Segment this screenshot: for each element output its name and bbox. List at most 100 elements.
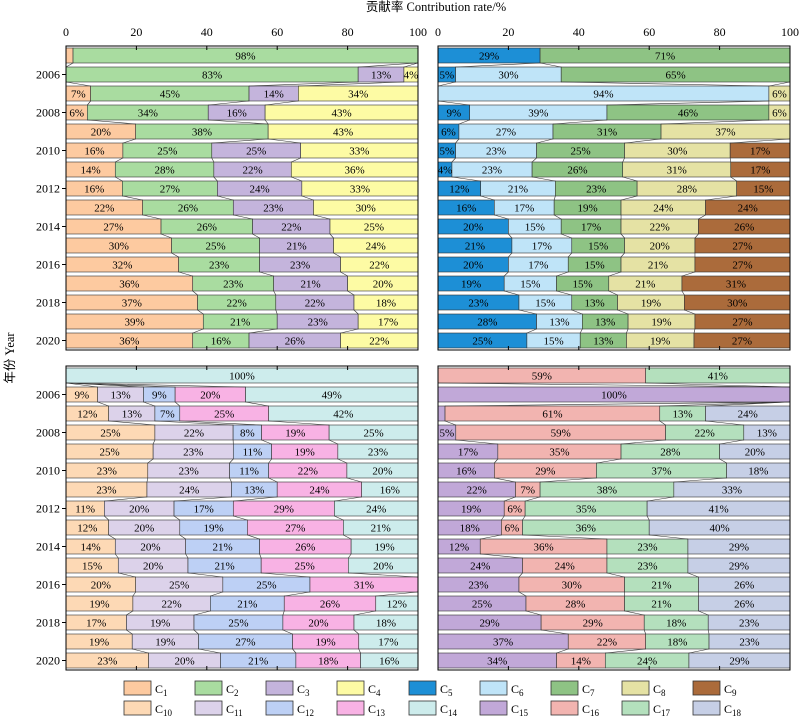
x-tick-label: 100 (409, 25, 427, 39)
legend-swatch-c6 (479, 680, 508, 696)
value-label-c4-2009: 43% (333, 127, 353, 139)
value-label-c11-2009: 23% (183, 447, 203, 459)
connector-line (259, 271, 274, 277)
value-label-c4-2015: 24% (366, 241, 386, 253)
x-tick-label: 20 (130, 25, 142, 39)
value-label-c8-2020: 19% (650, 336, 670, 348)
connector-line (445, 401, 791, 407)
legend-swatch-c7 (550, 680, 579, 696)
connector-line (681, 271, 696, 277)
connector-line (247, 534, 260, 540)
value-label-c12-2009: 11% (243, 447, 263, 459)
connector-line (147, 458, 154, 464)
connector-line (375, 591, 419, 597)
value-label-c7-2005: 71% (655, 51, 675, 63)
value-label-c10-2008: 25% (100, 428, 120, 440)
value-label-c5-2009: 6% (441, 127, 456, 139)
y-tick-label: 2010 (36, 464, 60, 478)
y-axis-title: 年份 Year (3, 332, 17, 384)
value-label-c14-2014: 19% (374, 542, 394, 554)
connector-line (552, 119, 607, 125)
connector-line (621, 439, 666, 445)
connector-line (455, 138, 460, 144)
legend-swatch-c14 (408, 700, 437, 716)
connector-line (698, 610, 709, 616)
value-label-c18-2019: 23% (739, 637, 759, 649)
value-label-c5-2011: 4% (438, 165, 453, 177)
connector-line (526, 328, 537, 334)
connector-line (340, 271, 348, 277)
connector-line (620, 195, 638, 201)
value-label-c18-2018: 23% (739, 618, 759, 630)
x-axis-ticks: 0 20 40 60 80 100 0 20 40 60 80 100 (63, 25, 799, 39)
value-label-c3-2020: 26% (285, 336, 305, 348)
value-label-c9-2014: 26% (734, 222, 754, 234)
connector-line (353, 629, 359, 635)
value-label-c2-2019: 21% (230, 317, 250, 329)
connector-line (540, 477, 597, 483)
connector-line (698, 214, 706, 220)
y-tick-label: 2006 (36, 388, 60, 402)
x-tick-label: 80 (714, 25, 726, 39)
value-label-c3-2019: 23% (308, 317, 328, 329)
connector-line (333, 252, 341, 258)
value-label-c6-2010: 23% (486, 146, 506, 158)
connector-line (444, 420, 456, 426)
connector-line (353, 610, 376, 616)
connector-line (494, 477, 516, 483)
value-label-c13-2016: 31% (354, 580, 374, 592)
value-label-c5-2017: 19% (461, 279, 481, 291)
x-tick-label: 40 (573, 25, 585, 39)
value-label-c1-2011: 14% (81, 165, 101, 177)
legend-swatch-c18 (692, 700, 721, 716)
value-label-c18-2010: 18% (748, 466, 768, 478)
value-label-c4-2020: 22% (369, 336, 389, 348)
connector-line (171, 252, 179, 258)
connector-line (617, 309, 629, 315)
value-label-c9-2019: 27% (732, 317, 752, 329)
connector-line (233, 515, 248, 521)
x-tick-label: 0 (63, 25, 69, 39)
value-label-c17-2010: 37% (651, 466, 671, 478)
connector-line (187, 572, 223, 578)
value-label-c3-2016: 23% (290, 260, 310, 272)
connector-line (126, 629, 133, 635)
connector-line (193, 629, 199, 635)
connector-line (334, 515, 344, 521)
value-label-c14-2010: 20% (372, 466, 392, 478)
value-label-c8-2011: 31% (667, 165, 687, 177)
legend-label-c14: C14 (440, 702, 458, 717)
value-label-c6-2018: 15% (535, 298, 555, 310)
value-label-c3-2011: 22% (242, 165, 262, 177)
connector-line (501, 515, 505, 521)
value-label-c14-2019: 17% (378, 637, 398, 649)
y-tick-label: 2018 (36, 616, 60, 630)
connector-line (122, 195, 143, 201)
connector-line (346, 477, 362, 483)
value-label-c16-2007: 61% (542, 409, 562, 421)
connector-line (126, 610, 134, 616)
connector-line (87, 119, 136, 125)
value-label-c11-2020: 20% (174, 656, 194, 668)
value-label-c11-2007: 13% (122, 409, 142, 421)
value-label-c16-2008: 59% (551, 428, 571, 440)
value-label-c6-2007: 94% (593, 89, 613, 101)
value-label-c18-2007: 24% (738, 409, 758, 421)
value-label-c14-2015: 20% (373, 561, 393, 573)
value-label-c13-2017: 26% (320, 599, 340, 611)
connector-line (108, 534, 116, 540)
value-label-c10-2018: 17% (86, 618, 106, 630)
value-label-c10-2014: 14% (81, 542, 101, 554)
legend-label-c7: C7 (582, 682, 595, 698)
connector-line (301, 195, 314, 201)
value-label-c16-2018: 29% (583, 618, 603, 630)
connector-line (249, 81, 359, 87)
value-label-c11-2015: 20% (143, 561, 163, 573)
value-label-c7-2006: 65% (666, 70, 686, 82)
x-tick-label: 20 (502, 25, 514, 39)
legend-label-c8: C8 (653, 682, 666, 698)
value-label-c3-2012: 24% (250, 184, 270, 196)
y-tick-label: 2012 (36, 182, 60, 196)
panel-frame (65, 365, 419, 671)
value-label-c8-2018: 19% (641, 298, 661, 310)
